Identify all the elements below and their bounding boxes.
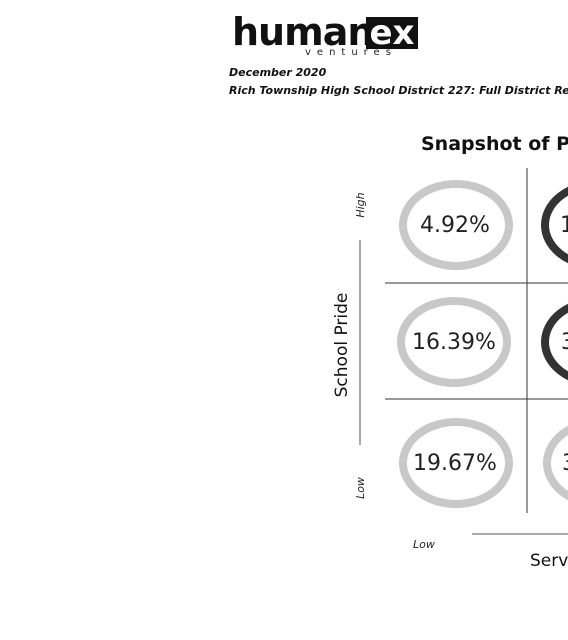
ring — [543, 425, 568, 501]
cell-value: 19.67% — [413, 451, 497, 476]
cell-value: 3 — [561, 330, 568, 355]
y-axis-label: School Pride — [332, 293, 352, 398]
cell-value: 16.39% — [412, 330, 496, 355]
logo-box — [366, 17, 418, 49]
date: December 2020 — [229, 66, 327, 79]
x-axis-label: Serv — [530, 551, 568, 571]
logo-sub: ventures — [305, 47, 397, 58]
ring — [397, 297, 511, 387]
subtitle: Rich Township High School District 227: … — [229, 84, 568, 97]
y-high: High — [354, 192, 367, 217]
ring — [399, 418, 513, 508]
ring — [541, 186, 568, 264]
cell-value: 3 — [562, 451, 568, 476]
logo-text: human — [232, 10, 373, 54]
cell-value: 4.92% — [420, 213, 490, 238]
x-low: Low — [413, 538, 435, 551]
ring — [399, 180, 513, 270]
y-low: Low — [354, 477, 367, 499]
ring — [541, 303, 568, 381]
logo-box-text: ex — [370, 13, 415, 53]
figure-title: Snapshot of Pa — [421, 133, 568, 155]
cell-value: 1 — [560, 213, 568, 238]
